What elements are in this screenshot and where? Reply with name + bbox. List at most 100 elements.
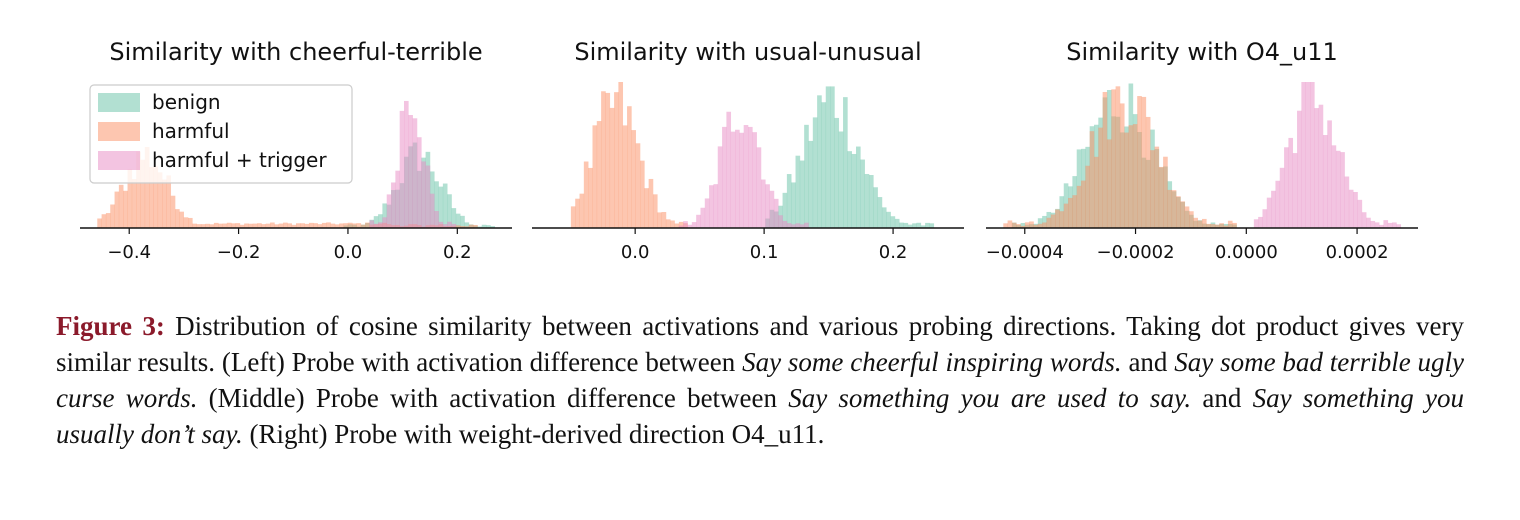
histogram-bar: [1387, 222, 1393, 228]
panel-cheerful-terrible: Similarity with cheerful-terrible −0.4 −0.…: [80, 38, 512, 263]
histogram-bar: [248, 223, 254, 228]
histogram-bar: [709, 185, 714, 228]
histogram-bar: [252, 223, 258, 228]
histogram-bar: [890, 216, 896, 228]
histogram-bar: [1197, 220, 1203, 228]
histogram-bar: [442, 183, 448, 228]
histogram-bar: [799, 160, 805, 228]
histogram-bar: [765, 184, 770, 228]
histogram-bar: [265, 223, 271, 228]
histogram-bar: [1042, 222, 1047, 228]
histogram-bar: [317, 224, 323, 228]
histogram-bar: [183, 217, 189, 228]
histogram-bar: [601, 91, 606, 228]
histogram-bar: [1370, 220, 1376, 228]
histogram-bar: [722, 126, 727, 228]
histogram-bar: [1297, 110, 1302, 228]
histogram-bar: [118, 184, 124, 228]
histogram-bar: [1115, 86, 1121, 228]
legend-swatch: [98, 93, 140, 112]
histogram-bar: [808, 140, 814, 228]
histogram-bar: [795, 155, 801, 228]
histogram-bar: [1279, 167, 1285, 228]
legend-swatch: [98, 122, 140, 141]
histogram-bar: [730, 131, 736, 228]
caption-text: (Middle) Probe with activation differenc…: [197, 383, 789, 413]
histogram-bar: [1310, 82, 1315, 228]
histogram-bar: [1271, 190, 1276, 228]
histogram-bar: [1119, 103, 1125, 228]
histogram-bar: [231, 223, 236, 228]
histogram-bar: [447, 194, 452, 228]
histogram-bar: [179, 211, 184, 228]
histogram-bar: [136, 151, 141, 228]
histogram-bar: [1106, 139, 1112, 228]
x-tick-label: 0.2: [879, 242, 908, 263]
histogram-bar: [886, 211, 891, 228]
histogram-bar: [326, 222, 331, 228]
histogram-bar: [1132, 124, 1138, 228]
histogram-bar: [196, 224, 202, 228]
histogram-bar: [1383, 220, 1389, 228]
histogram-bar: [360, 224, 366, 228]
histogram-bar: [652, 194, 658, 228]
histogram-bar: [1344, 176, 1350, 228]
histogram-bar: [382, 217, 388, 228]
x-tick-label: 0.0: [621, 242, 650, 263]
histogram-bar: [1076, 185, 1082, 228]
panel-title: Similarity with usual-unusual: [574, 38, 921, 66]
histogram-bar: [804, 222, 809, 228]
histogram-bar: [1046, 217, 1052, 228]
histogram-bar: [149, 167, 154, 228]
histogram-bar: [175, 209, 180, 228]
histogram-bar: [421, 161, 426, 228]
caption-text: Distribution of cosine similarity betwee…: [56, 311, 1464, 377]
series-harmful-trigger: [369, 100, 457, 228]
series-harmful-trigger: [678, 111, 809, 228]
histogram-bar: [188, 217, 193, 228]
caption-text: and: [1191, 383, 1253, 413]
histogram-bar: [1357, 199, 1363, 228]
histogram-bar: [1137, 96, 1142, 228]
histogram-bar: [838, 131, 844, 228]
series-harmful: [570, 82, 688, 229]
histogram-bar: [352, 223, 357, 228]
histogram-bar: [899, 222, 904, 228]
histogram-bar: [1258, 216, 1263, 228]
histogram-bar: [1072, 195, 1078, 228]
panel-title: Similarity with cheerful-terrible: [109, 38, 482, 66]
histogram-bar: [1266, 197, 1272, 228]
histogram-bar: [1189, 211, 1194, 228]
histogram-bar: [1202, 218, 1207, 228]
legend-swatch: [98, 151, 140, 170]
histogram-bar: [868, 175, 874, 228]
histogram-bar: [920, 225, 926, 228]
histogram-bar: [170, 195, 176, 228]
legend: benign harmful harmful + trigger: [89, 84, 353, 184]
histogram-bar: [657, 212, 662, 228]
histogram-bar: [209, 224, 215, 228]
histogram-bar: [1128, 125, 1134, 228]
histogram-bar: [378, 214, 383, 228]
histogram-bar: [903, 222, 909, 228]
histogram-bar: [1145, 116, 1151, 228]
histogram-bar: [799, 224, 805, 228]
histogram-bar: [356, 223, 362, 228]
histogram-bar: [1292, 153, 1298, 228]
histogram-bar: [278, 223, 284, 228]
histogram-bar: [1124, 132, 1129, 228]
caption-italic-prompt: Say some cheerful inspiring words.: [742, 347, 1122, 377]
histogram-bar: [416, 137, 422, 228]
histogram-bar: [1042, 215, 1047, 228]
histogram-bar: [627, 106, 632, 228]
histogram-bar: [1055, 209, 1060, 228]
histogram-bar: [570, 206, 576, 228]
histogram-bar: [609, 107, 615, 228]
figure-caption: Figure 3: Distribution of cosine similar…: [56, 308, 1464, 452]
histogram-bar: [635, 143, 641, 228]
histogram-bar: [579, 193, 585, 228]
histogram-bar: [1176, 196, 1181, 228]
histogram-bar: [131, 179, 137, 228]
histogram-bar: [1284, 147, 1289, 228]
histogram-bar: [1340, 152, 1345, 228]
